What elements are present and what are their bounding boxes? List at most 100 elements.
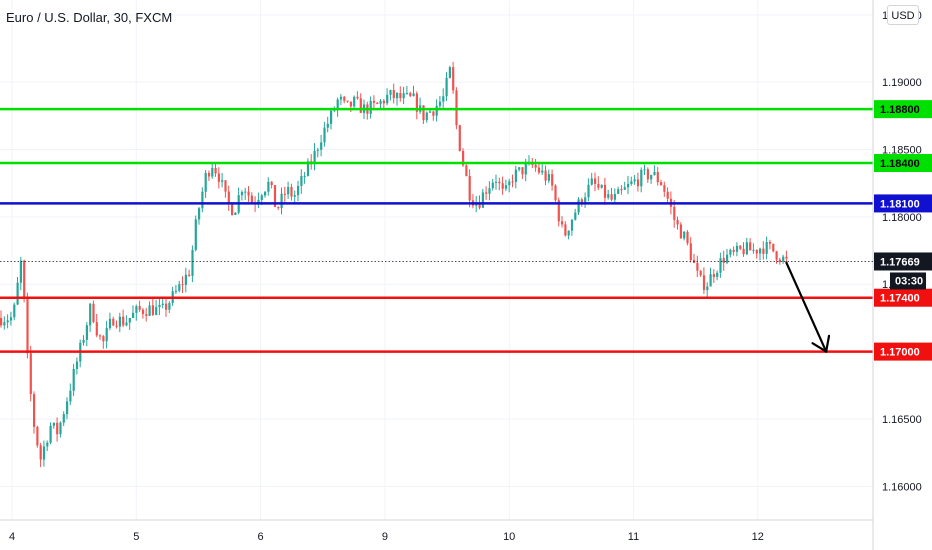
candle-body (561, 221, 564, 225)
candle-body (676, 219, 679, 225)
candle-body (590, 178, 593, 185)
candle-body (39, 445, 42, 460)
candle-body (122, 316, 125, 326)
candle-body (151, 305, 154, 315)
candle-body (570, 219, 574, 231)
candle-body (759, 248, 762, 254)
candle-body (181, 284, 184, 286)
candle-body (699, 270, 702, 276)
candle-body (524, 163, 527, 175)
price-axis-badges: 1.18800 1.18400 1.18100 1.17400 1.17000 1.176… (0, 100, 932, 361)
candle-body (722, 258, 725, 263)
candle-body (775, 251, 778, 260)
candle-body (485, 192, 488, 194)
x-tick-label: 4 (9, 531, 15, 543)
x-tick-label: 5 (133, 531, 139, 543)
candle-body (290, 186, 293, 197)
candle-body (594, 178, 597, 184)
forecast-arrow-head[interactable] (811, 334, 831, 353)
candle-body (132, 312, 135, 318)
candle-body (257, 200, 260, 205)
candle-body (56, 422, 59, 435)
candle-body (745, 242, 748, 255)
level-layer[interactable] (0, 107, 873, 353)
candle-body (138, 306, 141, 310)
candle-body (227, 191, 230, 204)
candle-body (273, 185, 277, 208)
candle-body (567, 230, 570, 236)
candle-body (765, 242, 768, 254)
candle-body (663, 185, 666, 192)
candle-body (465, 165, 468, 176)
level-price-badge (874, 100, 932, 119)
time-axis[interactable]: 4 5 6 9 10 11 12 (9, 531, 764, 543)
candle-body (9, 317, 13, 321)
candle-body (666, 191, 669, 199)
candle-body (330, 110, 333, 124)
candle-body (551, 174, 554, 186)
candle-body (376, 102, 379, 104)
candle-body (445, 77, 448, 97)
forecast-layer[interactable] (785, 261, 831, 353)
candle-body (372, 100, 376, 103)
candle-body (339, 96, 343, 100)
candle-body (785, 256, 788, 259)
candle-body (749, 242, 752, 251)
candle-body (732, 249, 735, 252)
candle-body (250, 195, 253, 203)
candle-body (264, 191, 267, 196)
x-tick-label: 10 (503, 531, 515, 543)
candle-body (537, 167, 541, 173)
candle-body (557, 200, 560, 222)
candle-body (627, 183, 630, 188)
candle-body (495, 181, 498, 183)
candle-body (429, 111, 432, 113)
level-price-badge (874, 154, 932, 173)
candle-body (188, 274, 191, 276)
candle-body (521, 167, 524, 175)
candle-body (145, 314, 148, 316)
candle-body (353, 96, 356, 107)
candle-body (660, 182, 663, 186)
currency-button[interactable]: USD (887, 5, 919, 25)
candle-body (498, 181, 501, 184)
forecast-arrow-shaft[interactable] (785, 261, 828, 353)
candle-body (617, 189, 620, 194)
candle-body (201, 191, 204, 209)
last-price-label: 1.17669 (880, 256, 920, 268)
candle-body (462, 150, 465, 166)
last-price-badge (874, 252, 932, 271)
candle-body (696, 263, 699, 271)
candle-body (554, 185, 557, 201)
candle-body (491, 182, 494, 189)
candle-body (386, 94, 389, 104)
candle-body (514, 169, 517, 182)
level-price-label: 1.18100 (880, 198, 920, 210)
candle-body (313, 150, 316, 164)
candle-body (392, 90, 395, 99)
candle-body (382, 100, 385, 104)
candle-body (141, 309, 145, 315)
candle-body (458, 125, 461, 151)
candle-body (402, 93, 405, 99)
candle-body (36, 426, 39, 446)
candle-body (640, 169, 643, 187)
x-tick-label: 9 (382, 531, 388, 543)
candle-body (224, 180, 227, 192)
candle-body (455, 90, 458, 126)
candle-body (356, 96, 359, 99)
candle-body (709, 274, 712, 287)
level-price-label: 1.18400 (880, 158, 920, 170)
candle-body (412, 93, 415, 97)
candle-body (544, 170, 547, 181)
candle-body (448, 67, 451, 78)
candle-body (656, 171, 659, 183)
candle-body (603, 184, 607, 198)
candle-body (198, 208, 201, 220)
candle-body (716, 272, 719, 277)
y-tick-label: 1.16000 (882, 481, 922, 493)
candle-body (316, 149, 319, 151)
candle-body (323, 127, 326, 143)
candle-body (613, 193, 616, 200)
